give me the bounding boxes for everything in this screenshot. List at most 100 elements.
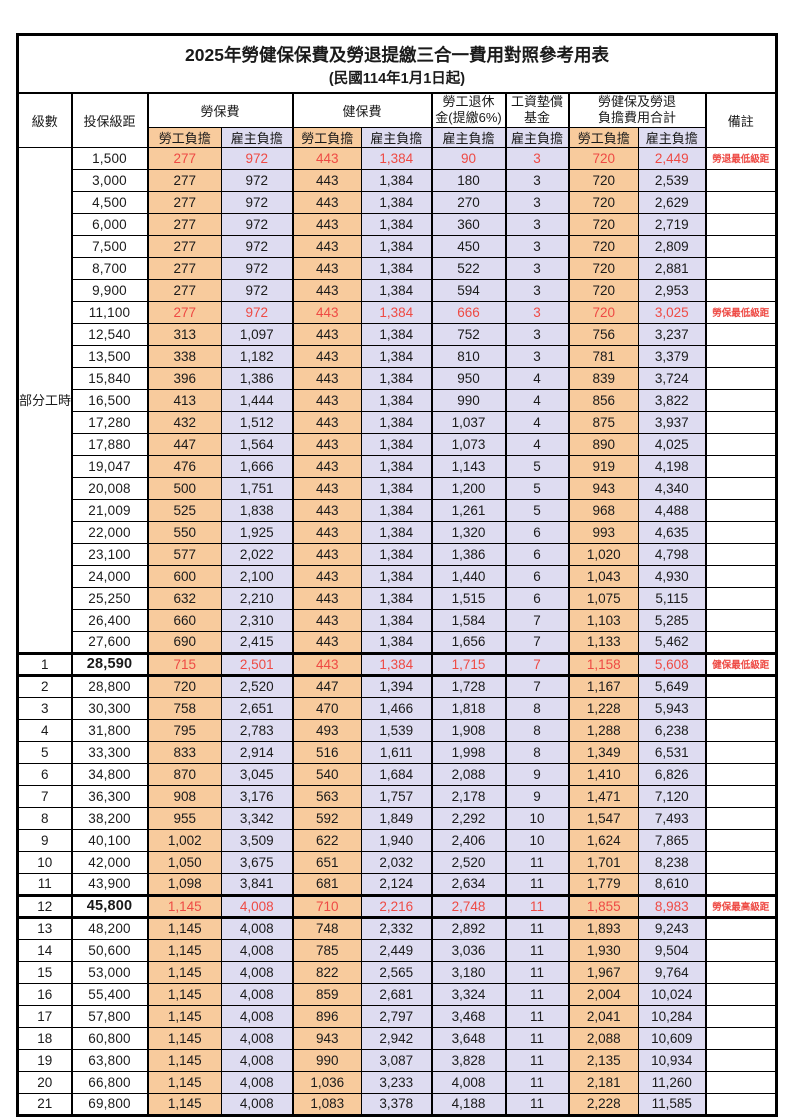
health-employee-cell: 443 — [291, 630, 362, 654]
labor-employer-cell: 4,008 — [221, 1048, 293, 1072]
labor-employee-cell: 447 — [146, 432, 222, 456]
pension-cell: 810 — [430, 344, 506, 368]
table-row: 15,840 396 1,386 443 1,384 950 4 839 3,724 — [18, 366, 777, 390]
bracket-cell: 1,500 — [70, 146, 148, 170]
labor-employer-cell: 3,176 — [221, 784, 293, 808]
remark-cell — [704, 740, 777, 764]
labor-employee-cell: 720 — [146, 674, 222, 698]
level-cell: 18 — [17, 1026, 72, 1050]
remark-cell — [704, 850, 777, 874]
remark-cell — [704, 432, 777, 456]
bracket-cell: 69,800 — [70, 1092, 148, 1116]
level-cell: 10 — [17, 850, 72, 874]
pension-cell: 1,515 — [430, 586, 506, 610]
labor-employee-cell: 870 — [146, 762, 222, 786]
total-employee-cell: 720 — [567, 212, 639, 236]
health-employee-cell: 443 — [291, 278, 362, 302]
pension-cell: 4,188 — [430, 1092, 506, 1116]
total-employee-cell: 720 — [567, 234, 639, 258]
labor-employer-cell: 3,342 — [221, 806, 293, 830]
health-employer-cell: 2,332 — [361, 916, 432, 940]
total-employee-cell: 720 — [567, 278, 639, 302]
premium-table: 2025年勞健保保費及勞退提繳三合一費用對照參考用表 (民國114年1月1日起)… — [16, 33, 778, 1117]
bracket-cell: 48,200 — [70, 916, 148, 940]
table-row: 5 33,300 833 2,914 516 1,611 1,998 8 1,349 6,531 — [17, 740, 777, 764]
wage-fund-cell: 8 — [504, 740, 569, 764]
wage-fund-cell: 7 — [504, 651, 569, 677]
health-employee-cell: 443 — [291, 564, 362, 588]
remark-cell — [704, 1092, 777, 1116]
labor-employer-cell: 972 — [221, 168, 293, 192]
total-employer-cell: 3,937 — [638, 410, 706, 434]
pension-cell: 1,261 — [430, 498, 506, 522]
health-employer-cell: 1,384 — [361, 498, 432, 522]
labor-employer-cell: 3,841 — [221, 872, 293, 896]
labor-employee-cell: 525 — [146, 498, 222, 522]
health-employer-cell: 1,384 — [361, 212, 432, 236]
col-header-level: 級數 — [17, 92, 72, 148]
remark-cell — [704, 212, 777, 236]
bracket-cell: 22,000 — [70, 520, 148, 544]
bracket-cell: 25,250 — [70, 586, 148, 610]
subheader-health-employee: 勞工負擔 — [291, 126, 362, 148]
total-employee-cell: 720 — [567, 146, 639, 170]
pension-cell: 270 — [430, 190, 506, 214]
health-employer-cell: 1,384 — [361, 432, 432, 456]
health-employer-cell: 1,384 — [361, 300, 432, 324]
labor-employer-cell: 4,008 — [221, 1026, 293, 1050]
wage-fund-cell: 6 — [504, 542, 569, 566]
labor-employer-cell: 4,008 — [221, 938, 293, 962]
health-employer-cell: 1,384 — [361, 344, 432, 368]
health-employer-cell: 1,466 — [361, 696, 432, 720]
table-row: 16 55,400 1,145 4,008 859 2,681 3,324 11 2,004 10… — [17, 982, 777, 1006]
health-employee-cell: 443 — [291, 388, 362, 412]
labor-employee-cell: 1,145 — [146, 1070, 222, 1094]
bracket-cell: 19,047 — [70, 454, 148, 478]
remark-cell — [704, 586, 777, 610]
table-row: 11,100 277 972 443 1,384 666 3 720 3,025 勞保最低級距 — [18, 300, 777, 324]
remark-cell — [704, 762, 777, 786]
bracket-cell: 34,800 — [70, 762, 148, 786]
total-employer-cell: 3,237 — [638, 322, 706, 346]
table-row: 11 43,900 1,098 3,841 681 2,124 2,634 11 1,779 8,… — [17, 872, 777, 896]
total-employer-cell: 5,115 — [638, 586, 706, 610]
health-employer-cell: 1,384 — [361, 234, 432, 258]
total-employee-cell: 2,041 — [567, 1004, 639, 1028]
health-employer-cell: 1,684 — [361, 762, 432, 786]
total-employer-cell: 9,243 — [638, 916, 706, 940]
health-employer-cell: 1,384 — [361, 520, 432, 544]
health-employee-cell: 990 — [291, 1048, 362, 1072]
labor-employee-cell: 1,145 — [146, 1048, 222, 1072]
labor-employer-cell: 2,415 — [221, 630, 293, 654]
subheader-labor-employee: 勞工負擔 — [146, 126, 222, 148]
labor-employee-cell: 277 — [146, 212, 222, 236]
bracket-cell: 3,000 — [70, 168, 148, 192]
labor-employee-cell: 1,145 — [146, 960, 222, 984]
bracket-cell: 28,800 — [70, 674, 148, 698]
table-row: 8 38,200 955 3,342 592 1,849 2,292 10 1,547 7,493 — [17, 806, 777, 830]
remark-cell — [704, 828, 777, 852]
level-cell: 17 — [17, 1004, 72, 1028]
remark-cell — [704, 344, 777, 368]
labor-employee-cell: 715 — [146, 651, 222, 677]
table-row: 15 53,000 1,145 4,008 822 2,565 3,180 11 1,967 9,… — [17, 960, 777, 984]
total-employee-cell: 993 — [567, 520, 639, 544]
bracket-cell: 55,400 — [70, 982, 148, 1006]
health-employer-cell: 3,378 — [361, 1092, 432, 1116]
labor-employer-cell: 4,008 — [221, 893, 293, 919]
table-row: 3,000 277 972 443 1,384 180 3 720 2,539 — [18, 168, 777, 192]
pension-cell: 1,200 — [430, 476, 506, 500]
labor-employee-cell: 277 — [146, 234, 222, 258]
remark-cell — [704, 476, 777, 500]
health-employee-cell: 681 — [291, 872, 362, 896]
health-employee-cell: 443 — [291, 410, 362, 434]
health-employer-cell: 1,384 — [361, 168, 432, 192]
health-employer-cell: 1,384 — [361, 476, 432, 500]
remark-cell: 勞退最低級距 — [704, 146, 777, 170]
table-row: 25,250 632 2,210 443 1,384 1,515 6 1,075 5,115 — [18, 586, 777, 610]
health-employee-cell: 822 — [291, 960, 362, 984]
total-employee-cell: 1,779 — [567, 872, 639, 896]
col-header-pension: 勞工退休 金(提繳6%) — [430, 92, 506, 128]
total-employer-cell: 11,260 — [638, 1070, 706, 1094]
remark-cell — [704, 498, 777, 522]
